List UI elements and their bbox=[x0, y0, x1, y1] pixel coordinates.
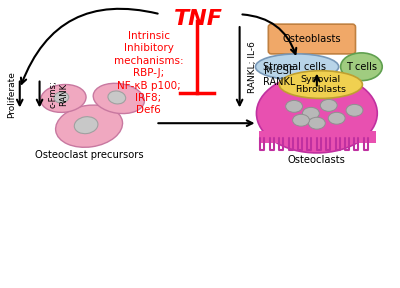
Ellipse shape bbox=[41, 84, 86, 112]
Text: Proliferate: Proliferate bbox=[7, 71, 16, 118]
Text: Synovial
Fibroblasts: Synovial Fibroblasts bbox=[295, 75, 346, 94]
Ellipse shape bbox=[74, 117, 98, 134]
Text: c-Fms;
RANK: c-Fms; RANK bbox=[48, 81, 68, 108]
Text: T cells: T cells bbox=[346, 62, 377, 72]
Text: Intrinsic
Inhibitory
mechanisms:
RBP-J;
NF-κB p100;
IRF8;
Def6: Intrinsic Inhibitory mechanisms: RBP-J; … bbox=[114, 31, 183, 115]
Ellipse shape bbox=[279, 71, 362, 98]
Ellipse shape bbox=[346, 104, 363, 116]
Text: Osteoclasts: Osteoclasts bbox=[288, 155, 346, 165]
Text: RANKL; IL-6: RANKL; IL-6 bbox=[248, 41, 256, 93]
FancyBboxPatch shape bbox=[268, 24, 356, 54]
Ellipse shape bbox=[320, 99, 337, 111]
Ellipse shape bbox=[341, 53, 382, 81]
Ellipse shape bbox=[56, 105, 122, 147]
Ellipse shape bbox=[256, 54, 339, 79]
Ellipse shape bbox=[256, 74, 377, 153]
Ellipse shape bbox=[54, 92, 69, 103]
Ellipse shape bbox=[328, 112, 345, 124]
Bar bbox=[260, 131, 376, 143]
Ellipse shape bbox=[292, 114, 310, 126]
Ellipse shape bbox=[308, 117, 325, 129]
Ellipse shape bbox=[93, 83, 144, 113]
Text: M-CSF
RANKL: M-CSF RANKL bbox=[263, 66, 296, 88]
Ellipse shape bbox=[286, 101, 302, 112]
Text: Stromal cells: Stromal cells bbox=[262, 62, 326, 72]
Text: TNF: TNF bbox=[174, 9, 222, 29]
Ellipse shape bbox=[302, 107, 319, 119]
Text: Osteoclast precursors: Osteoclast precursors bbox=[35, 150, 143, 160]
Text: Osteoblasts: Osteoblasts bbox=[282, 34, 341, 44]
Ellipse shape bbox=[108, 91, 126, 104]
